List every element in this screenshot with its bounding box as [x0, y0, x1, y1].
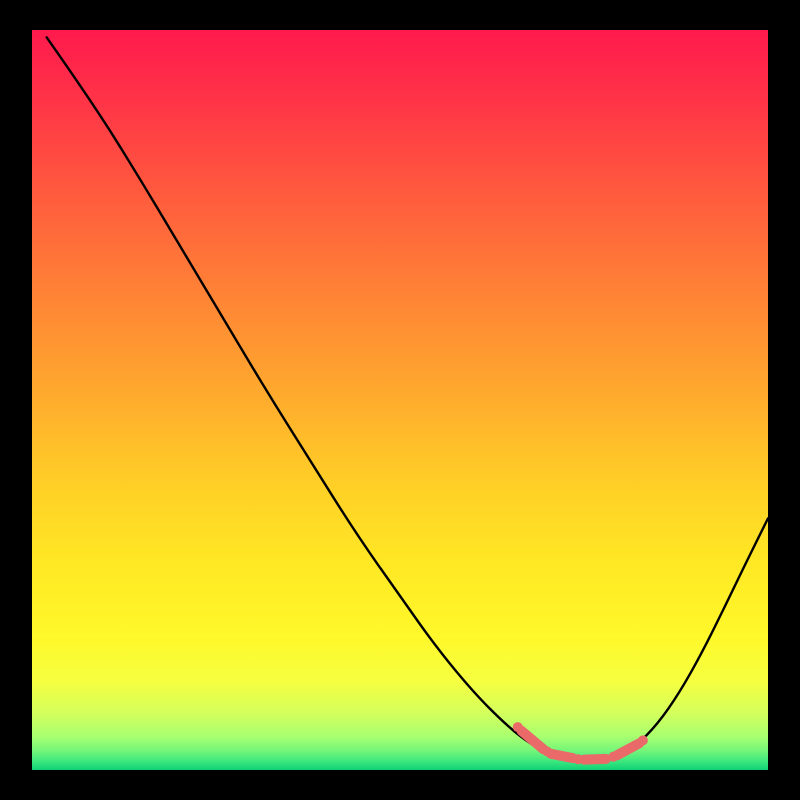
bottleneck-chart	[0, 0, 800, 800]
optimal-range-segment	[551, 754, 573, 758]
gradient-plot-area	[32, 30, 768, 770]
chart-container: TheBottleneck.com	[0, 0, 800, 800]
optimal-range-dot	[513, 722, 523, 732]
optimal-range-dot	[573, 754, 583, 764]
optimal-range-dot	[638, 735, 648, 745]
optimal-range-dot	[608, 752, 618, 762]
optimal-range-dot	[542, 747, 552, 757]
optimal-range-segment	[584, 759, 606, 760]
